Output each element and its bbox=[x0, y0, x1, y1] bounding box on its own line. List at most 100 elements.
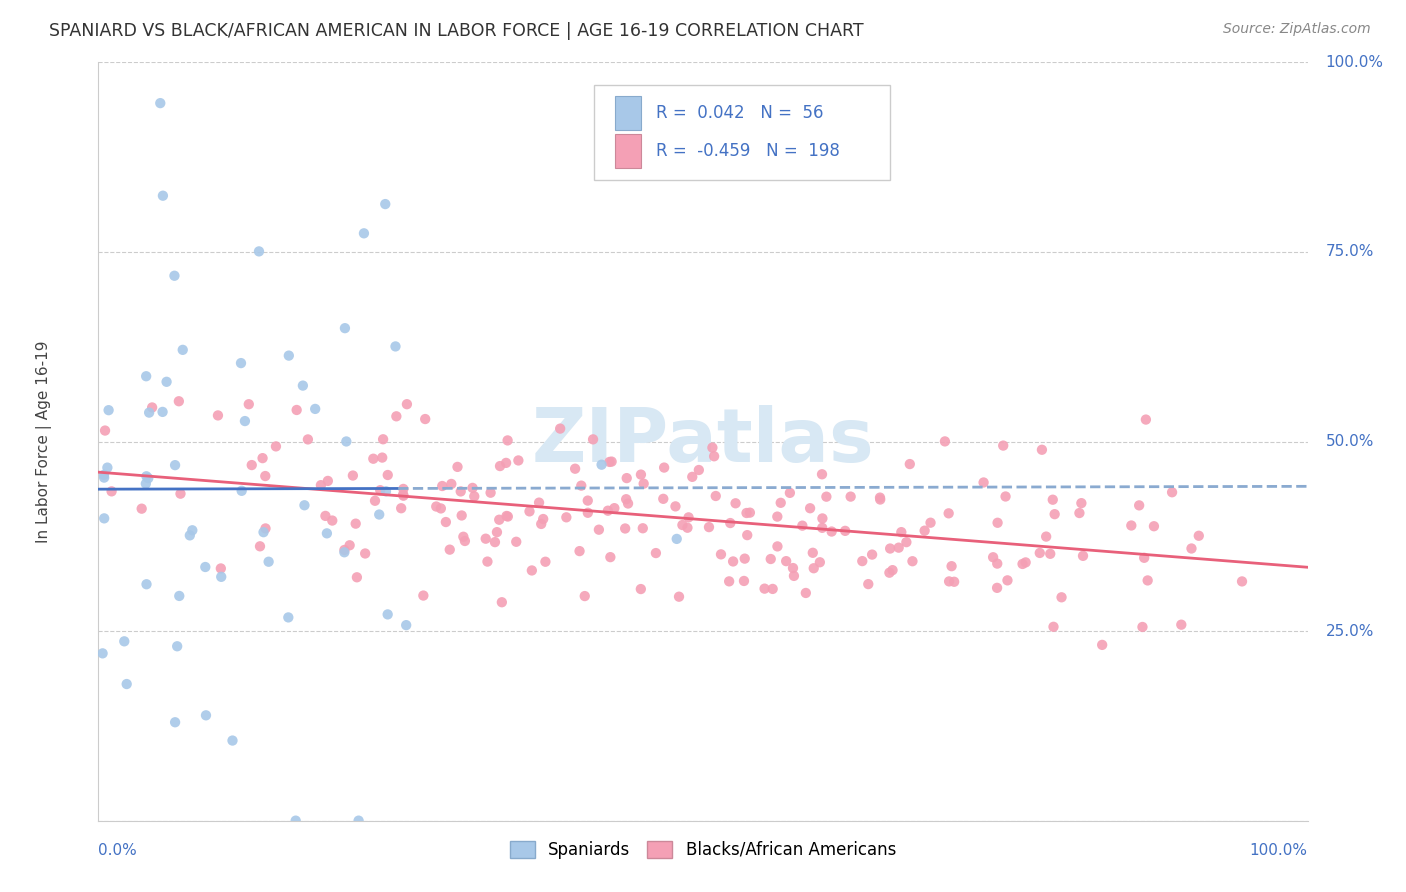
Point bbox=[353, 227, 375, 241]
Point bbox=[446, 459, 468, 474]
Point bbox=[172, 343, 194, 357]
Point bbox=[530, 516, 553, 531]
Point bbox=[167, 394, 190, 409]
Point bbox=[987, 516, 1010, 530]
Point bbox=[179, 528, 201, 542]
Point bbox=[346, 570, 368, 584]
Point bbox=[986, 581, 1008, 595]
Point bbox=[395, 618, 418, 632]
Point bbox=[474, 532, 496, 546]
Point bbox=[333, 545, 356, 559]
Point bbox=[644, 546, 666, 560]
Point bbox=[934, 434, 956, 449]
Point bbox=[252, 451, 274, 466]
Point bbox=[1070, 496, 1092, 510]
Point bbox=[754, 582, 776, 596]
Text: 100.0%: 100.0% bbox=[1250, 844, 1308, 858]
Point bbox=[485, 525, 508, 540]
Point bbox=[231, 483, 253, 498]
Point bbox=[377, 607, 399, 622]
Point bbox=[738, 506, 761, 520]
Point bbox=[879, 566, 901, 580]
Point bbox=[347, 814, 370, 828]
Point bbox=[1133, 550, 1156, 565]
Point bbox=[993, 439, 1015, 453]
Point bbox=[138, 406, 160, 420]
Point bbox=[314, 508, 336, 523]
Point bbox=[576, 493, 599, 508]
Point bbox=[496, 509, 519, 524]
Point bbox=[664, 500, 686, 514]
Point bbox=[879, 541, 901, 556]
Point bbox=[136, 471, 159, 485]
Text: 75.0%: 75.0% bbox=[1326, 244, 1374, 260]
Point bbox=[496, 434, 519, 448]
Point bbox=[599, 550, 621, 565]
Point bbox=[901, 554, 924, 568]
Point bbox=[97, 403, 120, 417]
Point bbox=[209, 561, 232, 575]
Point bbox=[681, 470, 703, 484]
Point bbox=[815, 490, 838, 504]
Point bbox=[997, 574, 1019, 588]
Point bbox=[335, 434, 357, 449]
Point bbox=[1230, 574, 1253, 589]
Point bbox=[527, 495, 550, 509]
Text: In Labor Force | Age 16-19: In Labor Force | Age 16-19 bbox=[37, 340, 52, 543]
Text: ZIPatlas: ZIPatlas bbox=[531, 405, 875, 478]
Point bbox=[333, 321, 356, 335]
Point bbox=[688, 463, 710, 477]
Point bbox=[882, 563, 904, 577]
Point bbox=[733, 574, 755, 588]
Legend: Spaniards, Blacks/African Americans: Spaniards, Blacks/African Americans bbox=[503, 834, 903, 865]
Point bbox=[294, 498, 316, 512]
Point bbox=[309, 478, 332, 492]
Point bbox=[1069, 506, 1091, 520]
Point bbox=[354, 546, 377, 560]
Point bbox=[887, 541, 910, 555]
Point bbox=[194, 708, 217, 723]
Point bbox=[869, 491, 891, 505]
Point bbox=[568, 544, 591, 558]
Point bbox=[1136, 574, 1159, 588]
Point bbox=[811, 521, 834, 535]
Point bbox=[1029, 546, 1052, 560]
Point bbox=[377, 468, 399, 483]
Point bbox=[454, 533, 477, 548]
Point bbox=[1128, 499, 1150, 513]
Point bbox=[115, 677, 138, 691]
Point bbox=[839, 490, 862, 504]
Point bbox=[920, 516, 942, 530]
Point bbox=[135, 469, 157, 483]
Point bbox=[392, 489, 415, 503]
Point bbox=[368, 483, 391, 498]
Point bbox=[596, 504, 619, 518]
Point bbox=[413, 412, 436, 426]
Point bbox=[616, 471, 638, 485]
Point bbox=[986, 557, 1008, 571]
Point bbox=[247, 244, 270, 259]
Bar bbox=[614, 134, 641, 169]
Point bbox=[440, 477, 463, 491]
Point bbox=[617, 496, 640, 510]
Point bbox=[588, 523, 610, 537]
Point bbox=[229, 356, 252, 370]
Point bbox=[898, 457, 921, 471]
Point bbox=[710, 547, 733, 561]
Point bbox=[100, 484, 122, 499]
Text: Source: ZipAtlas.com: Source: ZipAtlas.com bbox=[1223, 22, 1371, 37]
Point bbox=[385, 409, 408, 424]
Point bbox=[135, 369, 157, 384]
Point bbox=[284, 814, 307, 828]
Point bbox=[808, 555, 831, 569]
Point bbox=[488, 513, 510, 527]
Point bbox=[463, 489, 485, 503]
Point bbox=[759, 552, 782, 566]
Point bbox=[439, 542, 461, 557]
Point bbox=[943, 574, 966, 589]
Point bbox=[582, 433, 605, 447]
Point bbox=[93, 511, 115, 525]
Text: 100.0%: 100.0% bbox=[1326, 55, 1384, 70]
Point bbox=[333, 543, 356, 558]
Point bbox=[792, 518, 814, 533]
